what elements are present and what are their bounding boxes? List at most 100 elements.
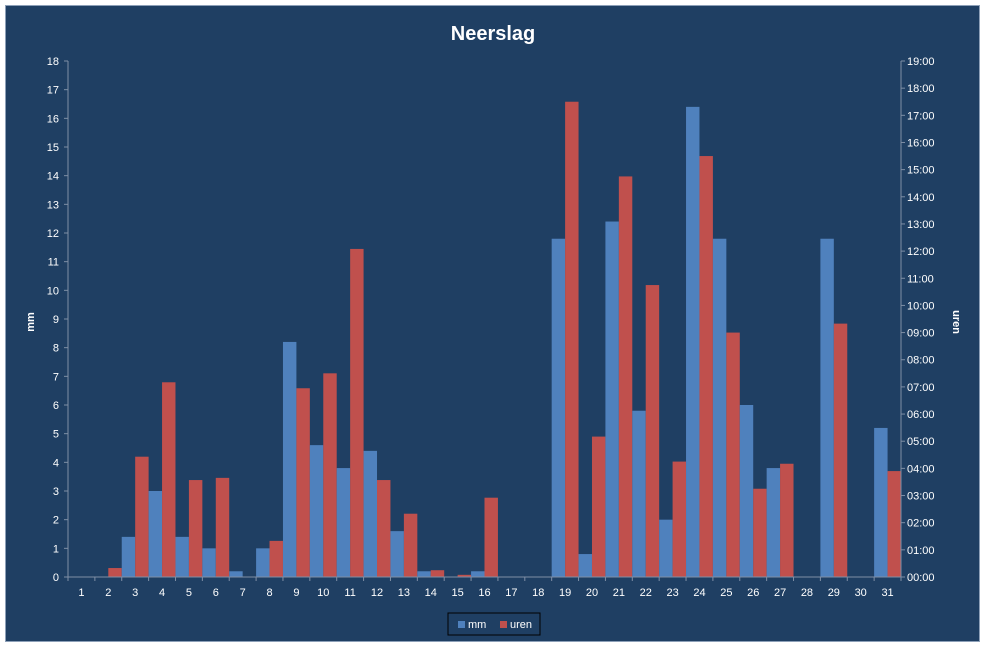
x-tick-label: 17 xyxy=(505,587,517,599)
y2-tick-label: 10:00 xyxy=(907,300,935,312)
legend-label-mm: mm xyxy=(468,619,486,631)
y-tick-label: 1 xyxy=(53,543,59,555)
bar-mm xyxy=(578,554,592,577)
bar-uren xyxy=(135,456,149,577)
bar-mm xyxy=(363,450,378,577)
y-tick-label: 0 xyxy=(53,572,59,584)
y2-tick-label: 08:00 xyxy=(907,355,935,367)
y-tick-label: 17 xyxy=(47,85,59,97)
x-tick-label: 14 xyxy=(425,587,437,599)
bar-mm xyxy=(336,468,351,577)
x-tick-label: 28 xyxy=(801,587,813,599)
x-tick-label: 19 xyxy=(559,587,571,599)
y-tick-label: 10 xyxy=(47,285,59,297)
legend: mm uren xyxy=(447,612,541,636)
y2-tick-label: 17:00 xyxy=(907,110,935,122)
y-tick-label: 2 xyxy=(53,515,59,527)
y2-axis-title: uren xyxy=(950,310,962,334)
y-tick-label: 18 xyxy=(47,56,59,68)
y-axis-title: mm xyxy=(25,312,37,332)
bar-uren xyxy=(296,388,310,577)
bar-mm xyxy=(820,238,834,577)
bar-mm xyxy=(712,238,727,577)
x-tick-label: 26 xyxy=(747,587,759,599)
y-tick-label: 16 xyxy=(47,113,59,125)
legend-swatch-mm xyxy=(458,621,465,628)
y-tick-label: 9 xyxy=(53,314,59,326)
chart-title: Neerslag xyxy=(451,23,536,45)
bar-uren xyxy=(188,480,203,577)
x-tick-label: 6 xyxy=(213,587,219,599)
x-tick-label: 15 xyxy=(452,587,464,599)
chart-frame: Neerslag 0 1 2 3 4 5 6 7 8 9 10 11 12 13 14 15 16 17 18 00:… xyxy=(5,5,980,642)
bar-mm xyxy=(390,531,404,577)
bar-uren xyxy=(726,332,740,577)
x-tick-label: 18 xyxy=(532,587,544,599)
x-tick-label: 22 xyxy=(640,587,652,599)
bar-uren xyxy=(350,248,364,578)
bar-uren xyxy=(484,497,498,577)
bar-mm xyxy=(766,468,781,577)
y2-tick-label: 11:00 xyxy=(907,273,934,285)
bar-mm xyxy=(148,491,163,577)
bar-uren xyxy=(672,461,687,577)
y2-tick-label: 00:00 xyxy=(907,572,935,584)
x-tick-label: 13 xyxy=(398,587,410,599)
x-tick-label: 30 xyxy=(855,587,867,599)
y-tick-label: 5 xyxy=(53,429,59,441)
y2-tick-label: 14:00 xyxy=(907,192,935,204)
bar-uren xyxy=(565,101,579,577)
y-tick-label: 15 xyxy=(47,142,59,154)
x-tick-label: 5 xyxy=(186,587,192,599)
y2-tick-label: 02:00 xyxy=(907,518,935,530)
y2-tick-label: 18:00 xyxy=(907,83,935,95)
y-tick-label: 3 xyxy=(53,486,59,498)
y2-tick-label: 16:00 xyxy=(907,137,935,149)
bar-mm xyxy=(874,427,888,577)
x-tick-label: 2 xyxy=(105,587,111,599)
x-tick-label: 27 xyxy=(774,587,786,599)
x-tick-label: 7 xyxy=(240,587,246,599)
bar-mm xyxy=(417,571,431,577)
x-tick-label: 21 xyxy=(613,587,625,599)
bar-uren xyxy=(108,568,122,577)
bar-uren xyxy=(618,176,633,577)
x-tick-label: 11 xyxy=(344,587,355,599)
bar-mm xyxy=(659,519,673,577)
bar-uren xyxy=(162,382,176,577)
x-tick-label: 12 xyxy=(371,587,383,599)
bar-uren xyxy=(699,156,713,578)
legend-swatch-uren xyxy=(500,621,507,628)
bar-mm xyxy=(551,238,566,577)
y-tick-label: 6 xyxy=(53,400,59,412)
y2-tick-label: 07:00 xyxy=(907,382,935,394)
x-tick-label: 9 xyxy=(293,587,299,599)
bar-uren xyxy=(591,436,606,577)
bar-uren xyxy=(269,540,283,577)
bar-uren xyxy=(430,570,445,577)
x-tick-label: 24 xyxy=(693,587,705,599)
x-tick-label: 10 xyxy=(317,587,329,599)
bar-mm xyxy=(632,410,646,577)
bar-mm xyxy=(309,445,324,577)
bar-uren xyxy=(323,373,337,577)
bar-mm xyxy=(175,536,189,577)
y2-tick-label: 03:00 xyxy=(907,491,935,503)
y2-tick-label: 12:00 xyxy=(907,246,935,258)
bar-mm xyxy=(229,571,243,577)
bar-mm xyxy=(282,341,297,577)
bar-mm xyxy=(686,106,700,577)
y2-tick-label: 04:00 xyxy=(907,463,935,475)
x-tick-label: 3 xyxy=(132,587,138,599)
x-tick-label: 31 xyxy=(881,587,893,599)
x-tick-label: 4 xyxy=(159,587,165,599)
x-tick-label: 25 xyxy=(720,587,732,599)
bar-uren xyxy=(780,463,794,577)
bar-uren xyxy=(377,480,391,577)
y-tick-label: 4 xyxy=(53,457,59,469)
y2-tick-label: 13:00 xyxy=(907,219,935,231)
y2-tick-label: 09:00 xyxy=(907,328,935,340)
y2-tick-label: 05:00 xyxy=(907,436,935,448)
legend-label-uren: uren xyxy=(510,619,532,631)
x-tick-label: 1 xyxy=(78,587,84,599)
